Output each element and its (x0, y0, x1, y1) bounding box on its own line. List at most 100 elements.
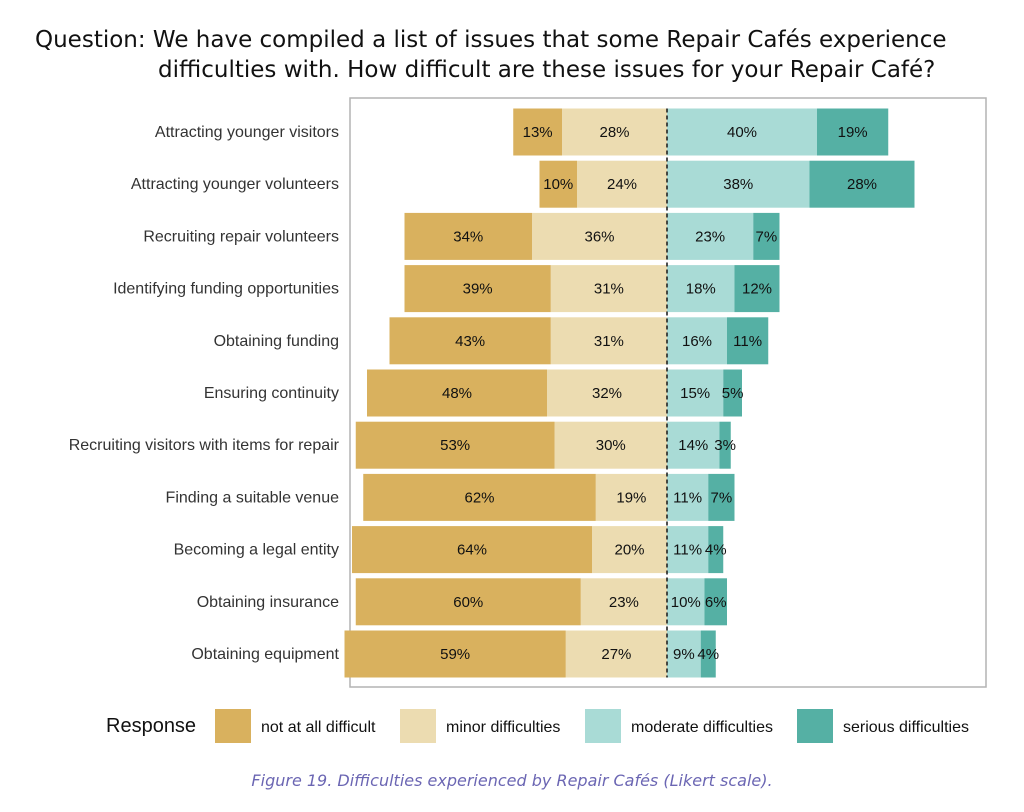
bar-moderate-difficulties-attracting-younger-volunteers (667, 160, 810, 208)
legend-swatch-moderate-difficulties (585, 709, 621, 743)
chart-title-line-1: Question: We have compiled a list of iss… (35, 27, 947, 53)
data-label-moderate-difficulties-obtaining-funding: 16% (682, 333, 712, 350)
bar-not-at-all-difficult-attracting-younger-visitors (513, 108, 562, 156)
data-label-serious-difficulties-finding-a-suitable-venue: 7% (711, 489, 733, 506)
data-label-serious-difficulties-identifying-funding-opportunities: 12% (742, 281, 772, 298)
legend: Response not at all difficult minor diffi… (106, 709, 969, 743)
data-label-moderate-difficulties-attracting-younger-volunteers: 38% (723, 176, 753, 193)
data-label-minor-difficulties-obtaining-equipment: 27% (601, 646, 631, 663)
bar-serious-difficulties-becoming-a-legal-entity (708, 526, 724, 574)
data-label-minor-difficulties-attracting-younger-visitors: 28% (599, 124, 629, 141)
data-label-serious-difficulties-becoming-a-legal-entity: 4% (705, 542, 727, 559)
chart-title-line-2: difficulties with. How difficult are the… (158, 57, 935, 83)
bar-moderate-difficulties-ensuring-continuity (667, 369, 724, 417)
data-label-serious-difficulties-recruiting-repair-volunteers: 7% (756, 228, 778, 245)
data-label-moderate-difficulties-recruiting-repair-volunteers: 23% (695, 228, 725, 245)
data-label-moderate-difficulties-ensuring-continuity: 15% (680, 385, 710, 402)
legend-label-not-at-all-difficult: not at all difficult (261, 719, 376, 736)
bar-not-at-all-difficult-becoming-a-legal-entity (352, 526, 592, 574)
data-label-serious-difficulties-obtaining-equipment: 4% (697, 646, 719, 663)
data-label-serious-difficulties-obtaining-funding: 11% (733, 333, 762, 350)
bar-minor-difficulties-becoming-a-legal-entity (592, 526, 667, 574)
bar-serious-difficulties-obtaining-equipment (700, 630, 716, 678)
data-label-moderate-difficulties-finding-a-suitable-venue: 11% (673, 489, 702, 506)
data-label-not-at-all-difficult-becoming-a-legal-entity: 64% (457, 542, 487, 559)
category-label-attracting-younger-volunteers: Attracting younger volunteers (131, 176, 339, 193)
bar-minor-difficulties-attracting-younger-visitors (562, 108, 667, 156)
bar-moderate-difficulties-recruiting-visitors-with-items-for-repair (667, 421, 720, 469)
bar-minor-difficulties-identifying-funding-opportunities (550, 265, 667, 313)
category-label-obtaining-insurance: Obtaining insurance (197, 594, 339, 611)
category-label-ensuring-continuity: Ensuring continuity (204, 385, 339, 402)
category-label-recruiting-visitors-with-items-for-repair: Recruiting visitors with items for repai… (69, 437, 340, 454)
data-label-minor-difficulties-attracting-younger-volunteers: 24% (607, 176, 637, 193)
bar-not-at-all-difficult-finding-a-suitable-venue (363, 473, 596, 521)
data-label-minor-difficulties-finding-a-suitable-venue: 19% (616, 489, 646, 506)
legend-label-serious-difficulties: serious difficulties (843, 719, 969, 736)
data-label-serious-difficulties-obtaining-insurance: 6% (705, 594, 727, 611)
data-label-not-at-all-difficult-recruiting-repair-volunteers: 34% (453, 228, 483, 245)
bar-minor-difficulties-attracting-younger-volunteers (577, 160, 667, 208)
bar-moderate-difficulties-becoming-a-legal-entity (667, 526, 709, 574)
category-label-obtaining-funding: Obtaining funding (214, 333, 339, 350)
bar-minor-difficulties-obtaining-equipment (565, 630, 667, 678)
bar-not-at-all-difficult-recruiting-visitors-with-items-for-repair (355, 421, 555, 469)
data-label-moderate-difficulties-recruiting-visitors-with-items-for-repair: 14% (678, 437, 708, 454)
bar-moderate-difficulties-recruiting-repair-volunteers (667, 212, 754, 260)
legend-swatch-minor-difficulties (400, 709, 436, 743)
bar-not-at-all-difficult-obtaining-equipment (344, 630, 566, 678)
data-label-serious-difficulties-ensuring-continuity: 5% (722, 385, 744, 402)
legend-swatch-serious-difficulties (797, 709, 833, 743)
bar-minor-difficulties-obtaining-funding (550, 317, 667, 365)
data-label-minor-difficulties-obtaining-insurance: 23% (609, 594, 639, 611)
data-label-serious-difficulties-recruiting-visitors-with-items-for-repair: 3% (714, 437, 736, 454)
legend-label-moderate-difficulties: moderate difficulties (631, 719, 773, 736)
data-label-minor-difficulties-becoming-a-legal-entity: 20% (614, 542, 644, 559)
category-label-identifying-funding-opportunities: Identifying funding opportunities (113, 281, 339, 298)
data-label-moderate-difficulties-obtaining-insurance: 10% (671, 594, 701, 611)
bar-serious-difficulties-recruiting-visitors-with-items-for-repair (719, 421, 731, 469)
bar-moderate-difficulties-finding-a-suitable-venue (667, 473, 709, 521)
data-label-moderate-difficulties-identifying-funding-opportunities: 18% (686, 281, 716, 298)
figure-caption: Figure 19. Difficulties experienced by R… (251, 771, 772, 790)
data-label-not-at-all-difficult-attracting-younger-visitors: 13% (523, 124, 553, 141)
bar-serious-difficulties-ensuring-continuity (723, 369, 742, 417)
data-label-minor-difficulties-recruiting-visitors-with-items-for-repair: 30% (596, 437, 626, 454)
bar-serious-difficulties-obtaining-funding (727, 317, 769, 365)
data-label-not-at-all-difficult-obtaining-equipment: 59% (440, 646, 470, 663)
bar-minor-difficulties-recruiting-repair-volunteers (532, 212, 667, 260)
data-label-not-at-all-difficult-finding-a-suitable-venue: 62% (464, 489, 494, 506)
data-label-serious-difficulties-attracting-younger-volunteers: 28% (847, 176, 877, 193)
bar-serious-difficulties-recruiting-repair-volunteers (753, 212, 780, 260)
bar-serious-difficulties-obtaining-insurance (704, 578, 727, 626)
bar-serious-difficulties-attracting-younger-volunteers (809, 160, 915, 208)
bar-moderate-difficulties-obtaining-funding (667, 317, 727, 365)
bar-not-at-all-difficult-attracting-younger-volunteers (539, 160, 577, 208)
legend-swatch-not-at-all-difficult (215, 709, 251, 743)
data-label-minor-difficulties-ensuring-continuity: 32% (592, 385, 622, 402)
data-label-moderate-difficulties-becoming-a-legal-entity: 11% (673, 542, 702, 559)
bar-minor-difficulties-obtaining-insurance (580, 578, 667, 626)
category-label-obtaining-equipment: Obtaining equipment (191, 646, 339, 663)
category-label-attracting-younger-visitors: Attracting younger visitors (155, 124, 339, 141)
data-label-not-at-all-difficult-recruiting-visitors-with-items-for-repair: 53% (440, 437, 470, 454)
bar-moderate-difficulties-attracting-younger-visitors (667, 108, 817, 156)
bar-serious-difficulties-finding-a-suitable-venue (708, 473, 735, 521)
bar-not-at-all-difficult-identifying-funding-opportunities (404, 265, 551, 313)
bar-moderate-difficulties-obtaining-insurance (667, 578, 705, 626)
data-label-minor-difficulties-obtaining-funding: 31% (594, 333, 624, 350)
data-label-moderate-difficulties-obtaining-equipment: 9% (673, 646, 695, 663)
bar-moderate-difficulties-obtaining-equipment (667, 630, 701, 678)
data-label-minor-difficulties-recruiting-repair-volunteers: 36% (584, 228, 614, 245)
legend-title: Response (106, 715, 196, 737)
category-labels-group: Attracting younger visitors Attracting yo… (69, 124, 340, 663)
bar-moderate-difficulties-identifying-funding-opportunities (667, 265, 735, 313)
category-label-recruiting-repair-volunteers: Recruiting repair volunteers (143, 228, 339, 245)
bar-minor-difficulties-ensuring-continuity (547, 369, 667, 417)
category-label-becoming-a-legal-entity: Becoming a legal entity (174, 542, 339, 559)
data-label-not-at-all-difficult-obtaining-insurance: 60% (453, 594, 483, 611)
bar-not-at-all-difficult-obtaining-funding (389, 317, 551, 365)
data-label-not-at-all-difficult-ensuring-continuity: 48% (442, 385, 472, 402)
category-label-finding-a-suitable-venue: Finding a suitable venue (166, 489, 340, 506)
data-label-moderate-difficulties-attracting-younger-visitors: 40% (727, 124, 757, 141)
